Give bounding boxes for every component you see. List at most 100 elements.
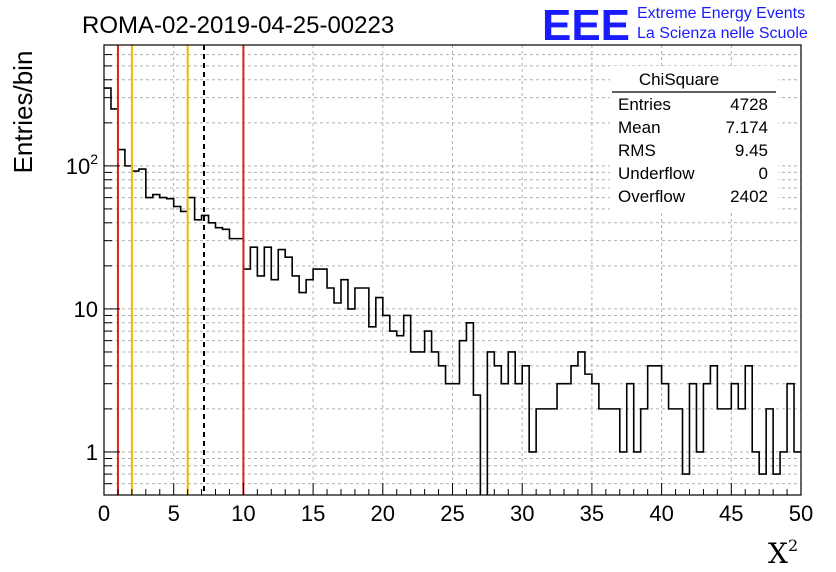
histogram-bin (167, 199, 174, 495)
histogram-bin (264, 247, 271, 495)
y-axis-label: Entries/bin (8, 51, 38, 174)
histogram-bin (222, 229, 229, 495)
histogram-bin (320, 269, 327, 495)
stats-box-rows: Entries 4728 Mean 7.174 RMS 9.45 Underflow 0 Ove… (618, 95, 768, 206)
histogram-bin (508, 352, 515, 495)
x-axis-label: X2 (768, 536, 798, 570)
x-tick-label: 0 (98, 501, 110, 526)
x-tick-label: 45 (719, 501, 743, 526)
histogram-bin (160, 198, 167, 495)
histogram-bin (195, 220, 202, 495)
histogram-bin (557, 384, 564, 495)
histogram-bin (153, 195, 160, 495)
histogram-bin (390, 331, 397, 495)
histogram-bin (216, 228, 223, 495)
histogram-bin (571, 366, 578, 495)
stats-row-label: Mean (618, 118, 661, 137)
x-tick-label: 35 (580, 501, 604, 526)
histogram-bin (418, 352, 425, 495)
stats-row-label: Overflow (618, 187, 686, 206)
eee-logo-mark: EEE (542, 1, 630, 50)
histogram-bin (501, 384, 508, 495)
histogram-bin (181, 211, 188, 495)
histogram-outline (104, 87, 801, 495)
stats-box: ChiSquare Entries 4728 Mean 7.174 RMS 9.45 Und… (610, 66, 778, 211)
histogram-bin (341, 280, 348, 495)
histogram-bin (271, 280, 278, 495)
histogram-bin (348, 309, 355, 495)
histogram-bin (132, 171, 139, 495)
reference-lines (116, 45, 245, 495)
run-title: ROMA-02-2019-04-25-00223 (82, 12, 394, 39)
histogram-bin (459, 341, 466, 495)
x-tick-label: 20 (371, 501, 395, 526)
histogram-bin (564, 384, 571, 495)
histogram-bin (243, 269, 250, 495)
stats-row-value: 4728 (730, 95, 768, 114)
histogram-bin (327, 288, 334, 495)
histogram-bin (439, 366, 446, 495)
histogram-bin (592, 384, 599, 495)
histogram-bin (236, 239, 243, 495)
histogram-bin (188, 198, 195, 495)
stats-row-value: 0 (759, 164, 768, 183)
histogram-bin (432, 352, 439, 495)
histogram-bin (683, 474, 690, 495)
histogram-bin (306, 280, 313, 495)
y-tick-label: 1 (86, 440, 98, 465)
x-tick-label: 25 (440, 501, 464, 526)
histogram-bin (453, 384, 460, 495)
histogram-bin (125, 166, 132, 495)
y-tick-label: 10 (74, 297, 98, 322)
eee-logo-line2: La Scienza nelle Scuole (637, 25, 808, 42)
histogram-bin (250, 247, 257, 495)
histogram-bin (355, 288, 362, 495)
eee-logo: EEE Extreme Energy Events La Scienza nel… (542, 1, 808, 50)
histogram-bin (773, 474, 780, 495)
histogram-bin (473, 395, 480, 495)
histogram-bin (745, 366, 752, 495)
histogram-bin (585, 374, 592, 495)
histogram-bins (104, 87, 801, 495)
histogram-bin (522, 366, 529, 495)
histogram-bin (404, 315, 411, 495)
histogram-bin (146, 198, 153, 495)
histogram-bin (383, 315, 390, 495)
histogram-bin (229, 239, 236, 495)
stats-row-label: Entries (618, 95, 671, 114)
histogram-bin (689, 384, 696, 495)
stats-row-label: RMS (618, 141, 656, 160)
stats-row-value: 7.174 (725, 118, 768, 137)
histogram-bin (662, 384, 669, 495)
histogram-bin (648, 366, 655, 495)
histogram-bin (655, 366, 662, 495)
histogram-bin (104, 88, 111, 495)
x-tick-label: 30 (510, 501, 534, 526)
stats-row-value: 2402 (730, 187, 768, 206)
eee-logo-line1: Extreme Energy Events (637, 5, 805, 22)
histogram-bin (285, 257, 292, 495)
histogram-bin (627, 384, 634, 495)
histogram-bin (139, 169, 146, 495)
axis-ticks: 0 5 10 15 20 25 30 35 40 45 50 1 10 102 (66, 54, 813, 526)
x-tick-label: 40 (649, 501, 673, 526)
x-tick-label: 5 (168, 501, 180, 526)
histogram-bin (787, 384, 794, 495)
stats-row-value: 9.45 (735, 141, 768, 160)
histogram-bin (209, 223, 216, 495)
histogram-bin (710, 366, 717, 495)
histogram-bin (313, 269, 320, 495)
histogram-bin (425, 331, 432, 495)
histogram-bin (703, 384, 710, 495)
histogram-bin (362, 288, 369, 495)
histogram-bin (494, 366, 501, 495)
histogram-bin (111, 109, 118, 495)
histogram-bin (759, 474, 766, 495)
histogram-bin (397, 336, 404, 495)
histogram-bin (731, 384, 738, 495)
stats-row-label: Underflow (618, 164, 695, 183)
x-tick-label: 50 (789, 501, 813, 526)
histogram-bin (515, 384, 522, 495)
y-tick-label: 102 (66, 151, 98, 179)
